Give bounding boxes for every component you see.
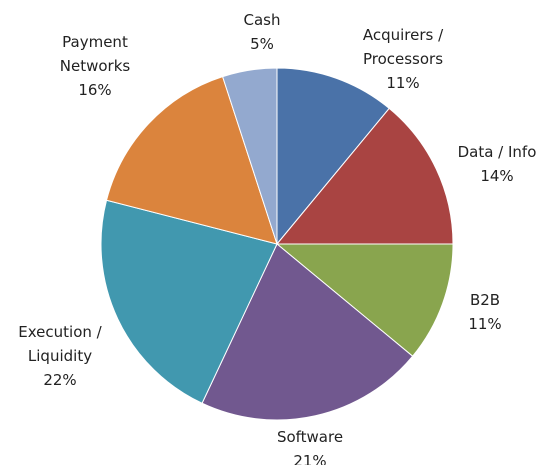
pie-slice	[276, 67, 390, 246]
category-label: Cash	[243, 11, 281, 29]
value-label: 11%	[386, 74, 420, 92]
value-label: 21%	[293, 452, 327, 465]
pie-slice	[201, 243, 414, 421]
category-label: Software	[276, 428, 344, 446]
pie-slice	[100, 199, 278, 404]
pie-slice	[221, 67, 278, 245]
category-label: Payment Networks	[59, 33, 131, 75]
category-label: Data / Info	[457, 143, 537, 161]
value-label: 5%	[250, 35, 274, 53]
slice-label: B2B 11%	[455, 288, 515, 336]
pie-slice	[275, 107, 454, 245]
value-label: 16%	[78, 81, 112, 99]
slice-label: Payment Networks 16%	[50, 30, 140, 102]
value-label: 11%	[468, 315, 502, 333]
pie-slice	[105, 75, 278, 245]
pie-slice	[275, 243, 454, 357]
slice-label: Software 21%	[260, 425, 360, 465]
category-label: B2B	[469, 291, 501, 309]
slice-label: Cash 5%	[232, 8, 292, 56]
category-label: Execution / Liquidity	[18, 323, 102, 365]
value-label: 14%	[480, 167, 514, 185]
category-label: Acquirers / Processors	[362, 26, 444, 68]
value-label: 22%	[43, 371, 77, 389]
slice-label: Acquirers / Processors 11%	[353, 23, 453, 95]
slice-label: Data / Info 14%	[450, 140, 540, 188]
slice-label: Execution / Liquidity 22%	[10, 320, 110, 392]
